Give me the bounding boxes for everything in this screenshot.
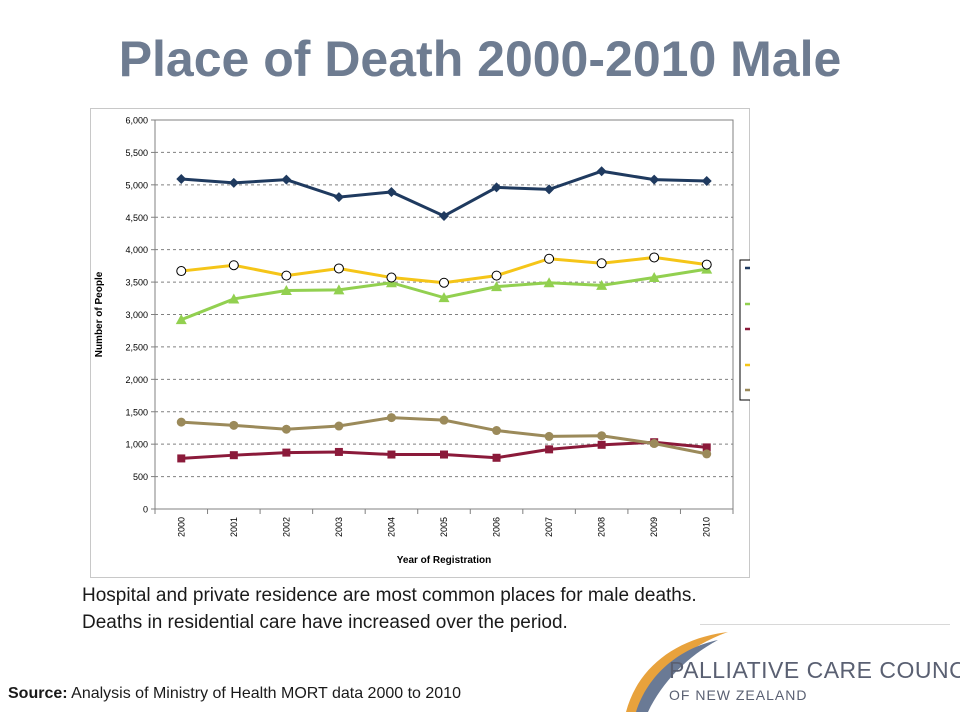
plot-area xyxy=(154,119,734,510)
slide-title: Place of Death 2000-2010 Male xyxy=(118,31,842,87)
data-point-other xyxy=(439,415,449,425)
data-point-hospice-inpatient-unit xyxy=(597,440,606,449)
caption-line-1: Hospital and private residence are most … xyxy=(82,585,697,606)
y-tick-label: 2,000 xyxy=(125,375,148,385)
y-axis-title: Number of People xyxy=(94,271,105,357)
data-point-private-residence xyxy=(176,266,187,277)
y-tick-label: 3,500 xyxy=(125,278,148,288)
source-note: Source: Analysis of Ministry of Health M… xyxy=(8,685,461,703)
data-point-residential-care xyxy=(228,293,240,304)
data-point-hospice-inpatient-unit xyxy=(440,450,448,459)
y-tick-label: 1,500 xyxy=(125,407,148,417)
x-tick-label: 2009 xyxy=(649,517,659,537)
data-point-private-residence xyxy=(701,259,712,270)
x-tick-label: 2002 xyxy=(281,517,291,537)
data-point-other xyxy=(281,424,291,434)
data-point-other xyxy=(597,431,607,441)
data-point-hospice-inpatient-unit xyxy=(545,445,554,454)
x-tick-label: 2008 xyxy=(597,517,607,537)
data-point-private-residence xyxy=(439,277,449,288)
data-point-hospice-inpatient-unit xyxy=(177,454,186,463)
data-point-hospice-inpatient-unit xyxy=(492,453,501,462)
source-text: Analysis of Ministry of Health MORT data… xyxy=(67,685,461,702)
data-point-hospital-public-psych xyxy=(228,177,239,188)
source-label: Source: xyxy=(8,685,68,702)
data-point-hospice-inpatient-unit xyxy=(282,448,291,457)
y-tick-label: 4,500 xyxy=(125,213,148,223)
line-chart: 0 500 1,000 1,500 2,000 2,500 3,000 3,500 4,000 4… xyxy=(90,108,750,578)
caption: Hospital and private residence are most … xyxy=(82,582,902,636)
x-tick-label: 2000 xyxy=(176,517,186,537)
data-point-other xyxy=(176,417,186,427)
y-tick-label: 5,500 xyxy=(125,148,148,158)
x-tick-label: 2007 xyxy=(544,517,554,537)
x-axis-title: Year of Registration xyxy=(397,555,491,566)
data-point-hospital-public-psych xyxy=(649,174,660,185)
data-point-other xyxy=(492,426,502,436)
data-point-other xyxy=(702,449,712,459)
data-point-hospital-public-psych xyxy=(176,173,187,184)
data-point-hospital-public-psych xyxy=(701,175,712,186)
y-tick-label: 1,000 xyxy=(125,440,148,450)
data-point-residential-care xyxy=(175,314,187,325)
y-tick-label: 3,000 xyxy=(125,310,148,320)
logo-name: PALLIATIVE CARE COUNCIL xyxy=(669,657,960,683)
data-point-hospice-inpatient-unit xyxy=(229,451,238,460)
x-tick-label: 2004 xyxy=(386,517,396,537)
data-point-hospice-inpatient-unit xyxy=(387,450,396,459)
data-point-hospital-public-psych xyxy=(281,174,292,185)
y-tick-label: 500 xyxy=(133,472,148,482)
data-point-residential-care xyxy=(438,292,450,303)
x-tick-label: 2001 xyxy=(229,517,239,537)
data-point-private-residence xyxy=(649,252,660,263)
data-point-other xyxy=(229,420,239,430)
caption-line-2: Deaths in residential care have increase… xyxy=(82,612,568,633)
council-logo-swoosh-icon xyxy=(626,632,728,712)
x-tick-label: 2003 xyxy=(334,517,344,537)
data-point-private-residence xyxy=(333,263,344,274)
data-point-hospital-public-psych xyxy=(596,166,607,177)
data-point-other xyxy=(649,439,659,449)
data-point-hospital-public-psych xyxy=(439,210,449,221)
x-tick-label: 2010 xyxy=(702,517,712,537)
data-point-other xyxy=(334,421,344,431)
data-point-residential-care xyxy=(280,285,292,296)
logo-subname: OF NEW ZEALAND xyxy=(669,687,808,703)
data-point-residential-care xyxy=(491,281,503,292)
y-tick-label: 2,500 xyxy=(125,342,148,352)
data-point-hospice-inpatient-unit xyxy=(702,443,711,452)
y-tick-label: 4,000 xyxy=(125,245,148,255)
data-point-residential-care xyxy=(596,279,608,290)
data-point-hospital-public-psych xyxy=(386,186,397,197)
data-point-private-residence xyxy=(491,270,502,281)
data-point-hospital-public-psych xyxy=(491,182,502,193)
y-tick-label: 6,000 xyxy=(125,116,148,126)
data-point-hospice-inpatient-unit xyxy=(334,447,343,456)
data-point-other xyxy=(386,413,396,423)
data-point-residential-care xyxy=(648,272,660,283)
data-point-private-residence xyxy=(386,272,397,283)
chart-frame xyxy=(90,108,750,578)
y-tick-label: 5,000 xyxy=(125,180,148,190)
data-point-other xyxy=(544,431,554,441)
data-point-private-residence xyxy=(544,253,555,264)
data-point-private-residence xyxy=(596,258,607,269)
data-point-residential-care xyxy=(333,284,345,295)
data-point-residential-care xyxy=(543,277,555,288)
data-point-hospital-public-psych xyxy=(333,192,344,203)
x-tick-label: 2005 xyxy=(439,517,449,537)
data-point-hospital-public-psych xyxy=(544,184,555,195)
data-point-private-residence xyxy=(228,260,239,271)
x-tick-label: 2006 xyxy=(492,517,502,537)
logo-divider xyxy=(700,624,950,625)
data-point-private-residence xyxy=(281,270,292,281)
y-tick-label: 0 xyxy=(143,505,148,515)
